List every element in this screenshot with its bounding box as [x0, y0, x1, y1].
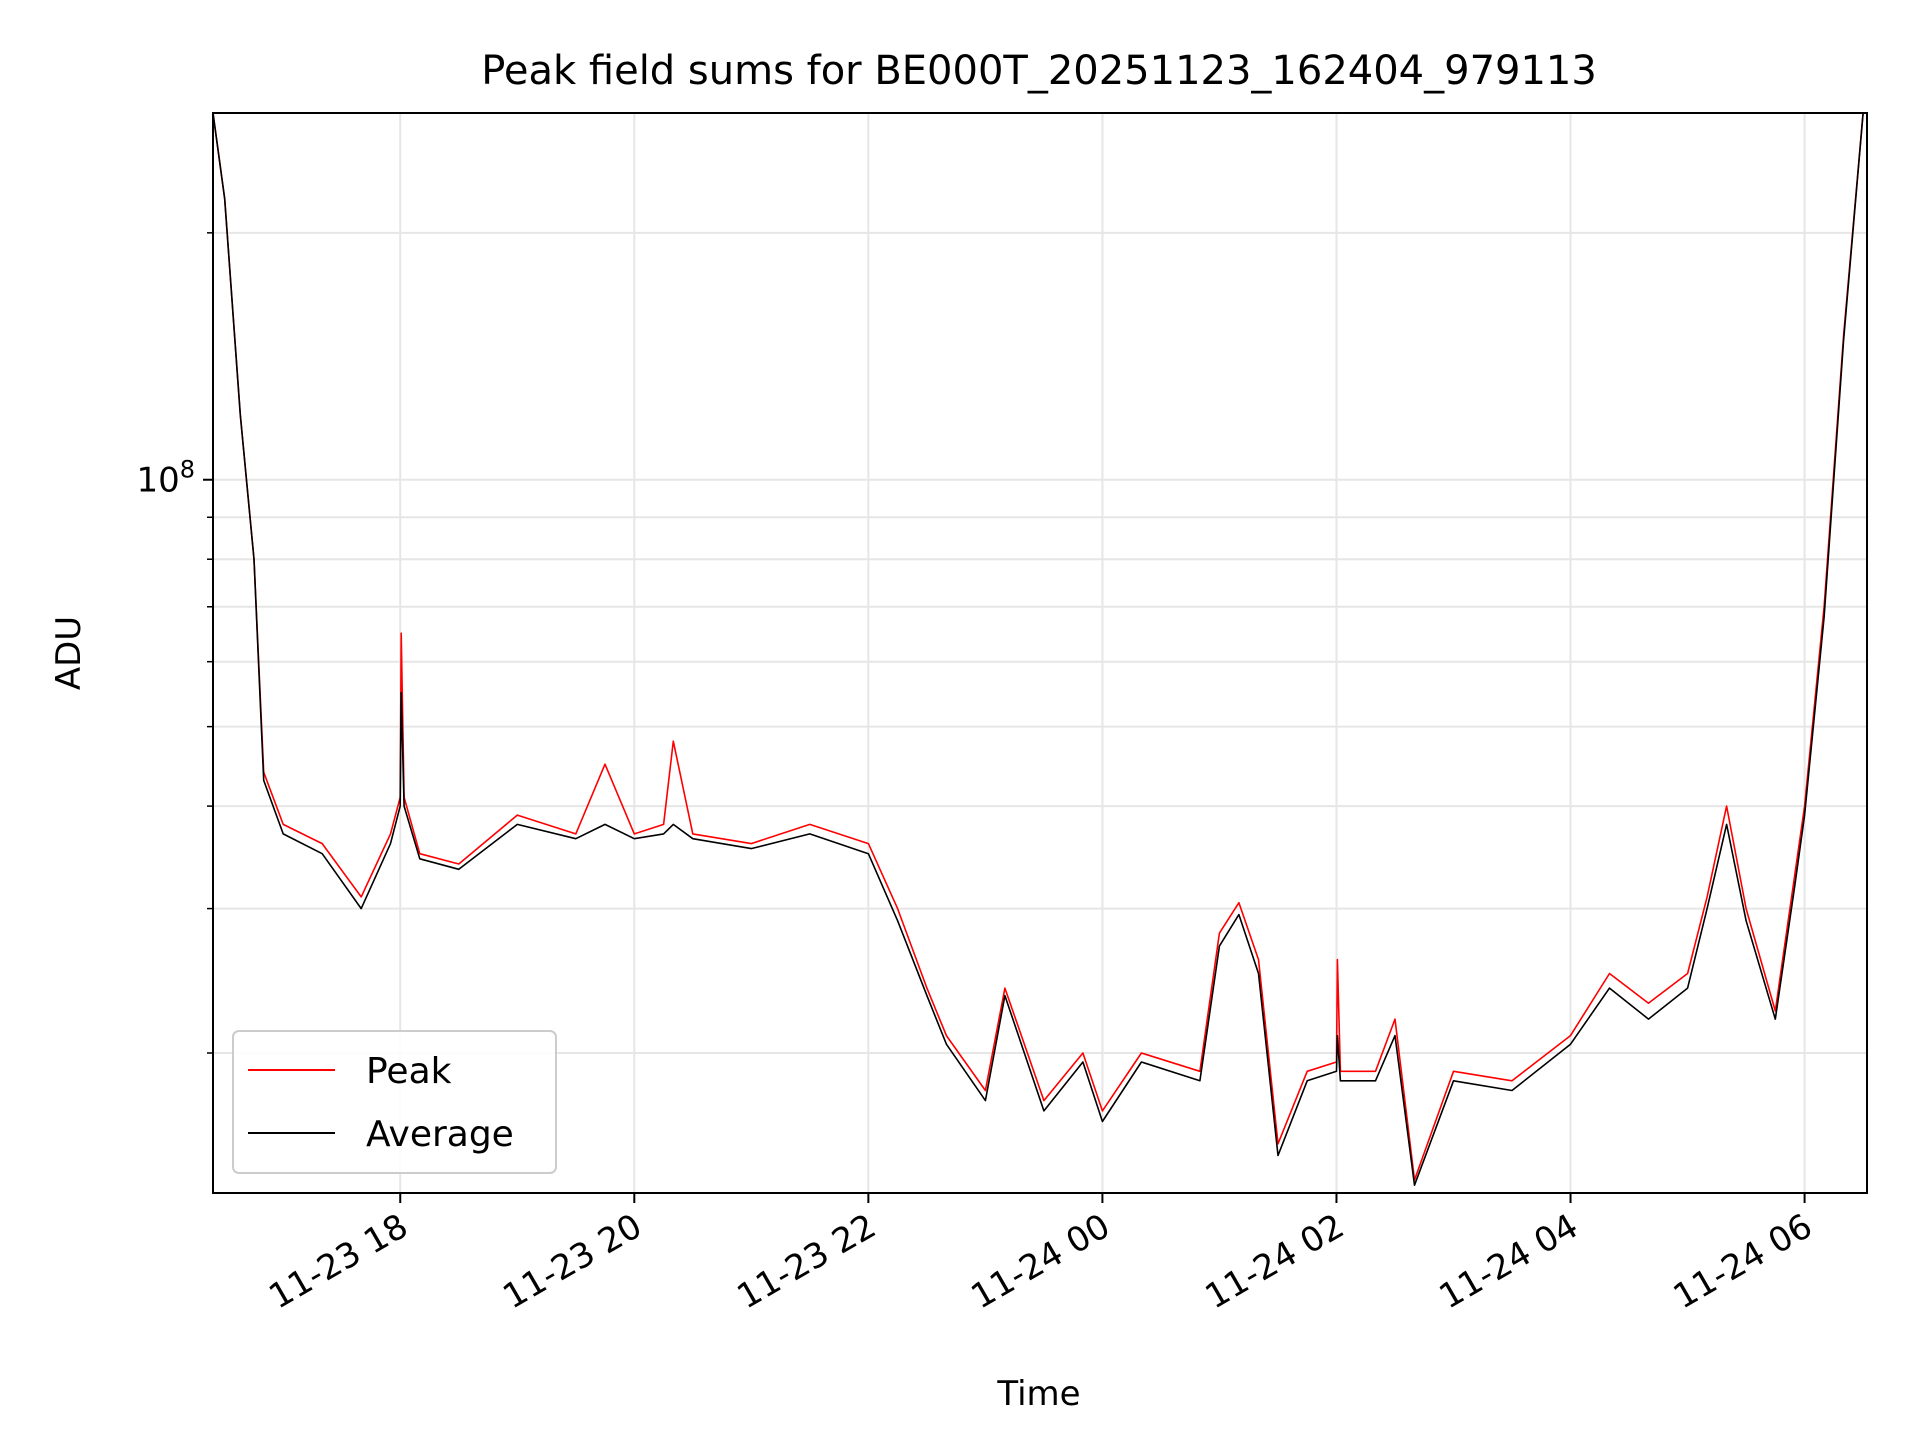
legend-label-average: Average	[366, 1114, 514, 1155]
grid	[213, 113, 1867, 1193]
plot-series	[213, 113, 1864, 1186]
legend-box	[232, 1030, 557, 1174]
legend: Peak Average	[232, 1030, 557, 1174]
series-line-average	[213, 113, 1864, 1186]
y-axis-label: ADU	[49, 616, 89, 690]
chart-title: Peak field sums for BE000T_20251123_1624…	[481, 48, 1597, 94]
x-axis-label: Time	[996, 1374, 1080, 1414]
legend-label-peak: Peak	[366, 1051, 452, 1092]
series-line-peak	[213, 113, 1864, 1181]
plot-frame	[212, 112, 1868, 1194]
